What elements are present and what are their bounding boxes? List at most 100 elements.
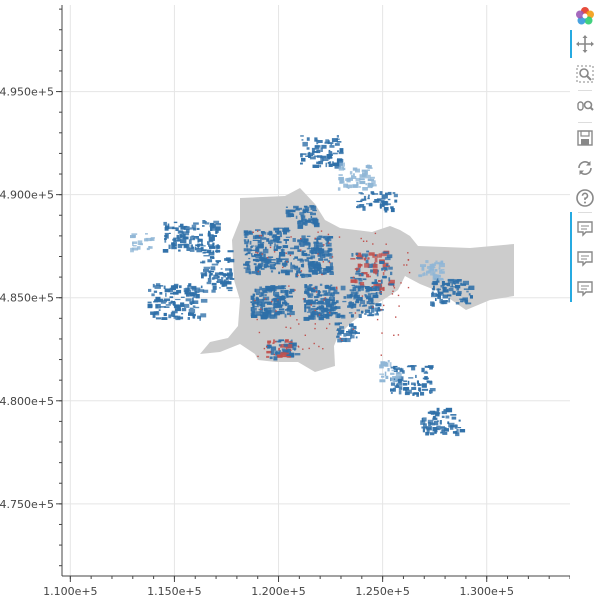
building (341, 166, 344, 170)
building (317, 253, 321, 257)
box-zoom-tool[interactable] (573, 62, 597, 86)
building (389, 283, 395, 286)
building (289, 327, 292, 329)
building (244, 241, 249, 245)
building (251, 302, 255, 306)
building (311, 147, 315, 153)
building (258, 331, 261, 334)
hover-tool-1[interactable] (573, 217, 597, 241)
building (302, 298, 305, 300)
building (285, 236, 291, 238)
building (426, 429, 430, 434)
building (189, 236, 195, 241)
building (385, 192, 388, 196)
building (255, 288, 261, 294)
building (349, 289, 355, 292)
building (185, 287, 190, 292)
building (164, 288, 171, 293)
building (216, 230, 219, 233)
building (356, 206, 359, 209)
reset-tool[interactable] (573, 156, 597, 180)
building (299, 259, 304, 263)
building (384, 207, 388, 213)
building (408, 271, 411, 274)
building (193, 228, 197, 231)
building (330, 143, 332, 146)
building (312, 151, 315, 155)
building (371, 180, 376, 185)
building (360, 193, 364, 195)
building (285, 326, 287, 328)
building (286, 261, 288, 263)
building (317, 300, 325, 305)
building (314, 145, 320, 150)
building (288, 291, 293, 294)
building (367, 198, 370, 200)
building (272, 286, 279, 290)
building (438, 263, 445, 268)
building (431, 292, 438, 298)
plot-canvas[interactable]: 1.100e+5 1.150e+5 1.200e+5 1.250e+5 1.300e+5… (0, 0, 570, 600)
building (323, 268, 330, 271)
building (439, 270, 443, 274)
building (367, 196, 370, 199)
building (175, 298, 181, 301)
building (314, 309, 316, 312)
building (372, 193, 379, 195)
building (290, 247, 295, 250)
building (329, 266, 334, 271)
pan-tool[interactable] (573, 32, 597, 56)
building (164, 237, 167, 240)
building (250, 307, 253, 312)
building (215, 226, 221, 231)
building (395, 372, 402, 377)
building (466, 290, 469, 293)
building (308, 263, 311, 268)
building (373, 269, 378, 274)
building (334, 322, 340, 326)
building (152, 283, 155, 288)
building (455, 432, 460, 437)
bokeh-logo-icon[interactable] (573, 4, 597, 28)
building (317, 311, 323, 316)
building (286, 308, 293, 312)
building (361, 305, 366, 307)
map-plot[interactable]: 1.100e+5 1.150e+5 1.200e+5 1.250e+5 1.300e+5… (0, 0, 570, 600)
building (275, 310, 277, 312)
building (300, 153, 303, 158)
building (252, 235, 257, 240)
building (225, 280, 229, 285)
building (402, 382, 408, 386)
building (277, 227, 284, 229)
help-tool[interactable] (573, 186, 597, 210)
save-tool[interactable] (573, 126, 597, 150)
building (343, 296, 347, 299)
building (309, 205, 315, 208)
wheel-zoom-tool[interactable] (573, 94, 597, 118)
building (367, 183, 374, 187)
building (200, 245, 206, 247)
building (201, 249, 207, 252)
building (468, 285, 475, 290)
building (451, 283, 453, 288)
building (367, 263, 373, 268)
building (275, 341, 277, 343)
building (321, 273, 323, 276)
building (416, 392, 419, 397)
building (168, 314, 172, 319)
building (260, 311, 265, 314)
hover-tool-3[interactable] (573, 277, 597, 301)
building (188, 239, 192, 244)
building (304, 259, 310, 262)
building (334, 306, 338, 310)
building (356, 298, 362, 301)
y-tick-label: 4.850e+5 (0, 292, 54, 305)
hover-tool-2[interactable] (573, 247, 597, 271)
building (362, 206, 366, 211)
building (364, 263, 370, 268)
building (249, 230, 252, 234)
building (341, 314, 346, 319)
building (319, 283, 323, 286)
building (301, 250, 306, 252)
building (306, 257, 312, 259)
